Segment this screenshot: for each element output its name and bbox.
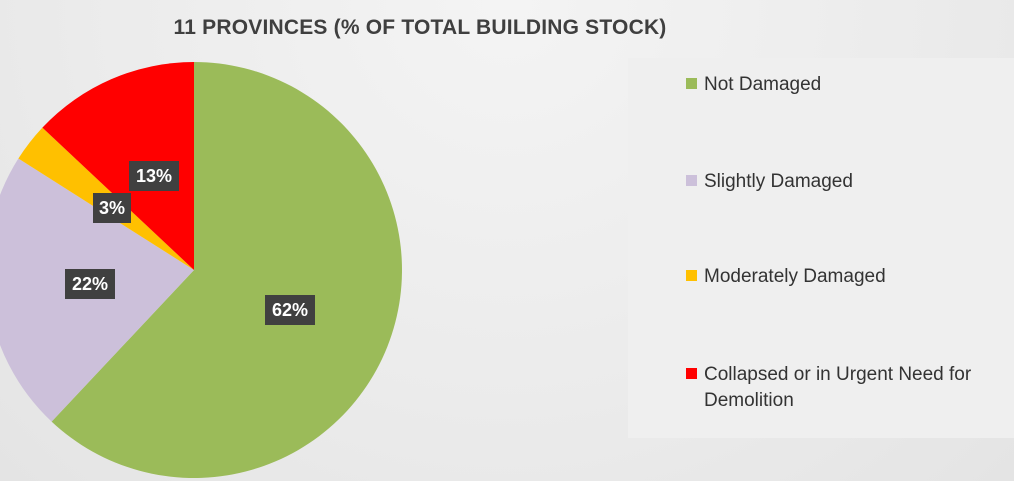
- legend-item-collapsed: Collapsed or in Urgent Need for Demoliti…: [686, 362, 1014, 414]
- legend-swatch-slightly-damaged: [686, 175, 697, 186]
- data-label-box: [129, 161, 179, 191]
- data-label-box: [93, 193, 131, 223]
- legend-item-moderately-damaged: Moderately Damaged: [686, 264, 1014, 290]
- legend-label: Not Damaged: [704, 74, 822, 95]
- legend-swatch-collapsed: [686, 368, 697, 379]
- pie-slice-collapsed-or-in-urgent-need-for-demolition: [42, 62, 195, 270]
- legend-swatch-not-damaged: [686, 78, 697, 89]
- legend-item-slightly-damaged: Slightly Damaged: [686, 169, 1014, 195]
- data-label-box: [265, 295, 315, 325]
- data-label-22-pct: 22%: [65, 269, 115, 299]
- legend-label: Collapsed or in Urgent Need for Demoliti…: [704, 364, 972, 411]
- legend-label: Slightly Damaged: [704, 171, 853, 192]
- data-label-62-pct: 62%: [265, 295, 315, 325]
- legend-item-not-damaged: Not Damaged: [686, 72, 1014, 98]
- data-label-13-pct: 13%: [129, 161, 179, 191]
- pie-slice-not-damaged: [51, 62, 402, 478]
- legend-label: Moderately Damaged: [704, 266, 886, 287]
- chart-title: 11 PROVINCES (% OF TOTAL BUILDING STOCK): [173, 16, 667, 39]
- data-label-text: 22%: [72, 274, 108, 294]
- data-label-text: 3%: [99, 198, 125, 218]
- legend-swatch-moderately-damaged: [686, 270, 697, 281]
- data-label-text: 62%: [272, 300, 308, 320]
- data-label-text: 13%: [136, 166, 172, 186]
- data-label-box: [65, 269, 115, 299]
- data-label-3-pct: 3%: [93, 193, 131, 223]
